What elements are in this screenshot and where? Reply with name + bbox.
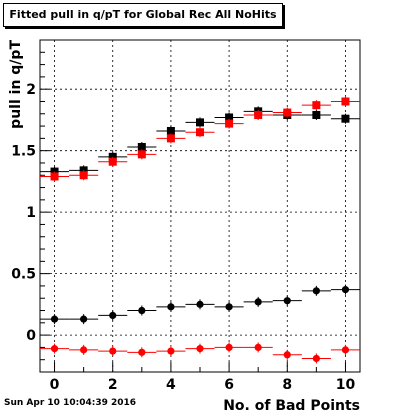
data-point-circle [167, 347, 175, 355]
y-tick-label: 2 [26, 82, 36, 98]
x-tick-label: 10 [336, 377, 356, 393]
y-tick-label: 1.5 [11, 144, 36, 160]
data-point-circle [341, 286, 350, 294]
data-point-square [225, 113, 234, 122]
data-point-square [341, 97, 350, 106]
data-point-circle [254, 343, 262, 352]
data-point-circle [254, 298, 262, 306]
data-point-circle [50, 345, 59, 353]
x-tick-label: 6 [224, 377, 234, 393]
data-point-circle [196, 300, 204, 308]
data-point-circle [80, 315, 88, 323]
data-point-circle [80, 346, 88, 354]
data-point-circle [225, 303, 233, 311]
y-tick-label: 0 [26, 328, 36, 344]
data-point-square [108, 157, 117, 166]
data-point-square [254, 111, 263, 120]
data-point-circle [167, 303, 175, 311]
x-tick-label: 2 [108, 377, 118, 393]
data-point-circle [312, 287, 320, 295]
data-point-circle [138, 306, 146, 315]
data-point-square [50, 172, 59, 181]
data-point-circle [50, 315, 59, 323]
data-point-circle [225, 343, 233, 352]
data-point-square [196, 118, 204, 127]
data-point-square [312, 101, 321, 110]
x-tick-label: 0 [50, 377, 60, 393]
plot-frame [39, 39, 361, 373]
data-point-square [196, 128, 204, 137]
y-axis-label: pull in q/pT [8, 40, 24, 129]
y-tick-label: 1 [26, 205, 36, 221]
data-point-circle [196, 345, 204, 353]
y-tick-label: 0.5 [11, 267, 36, 283]
data-point-square [341, 114, 350, 123]
data-point-circle [109, 347, 117, 355]
chart-title: Fitted pull in q/pT for Global Rec All N… [9, 8, 277, 21]
data-point-square [312, 111, 321, 120]
data-point-circle [283, 351, 291, 359]
x-tick-label: 8 [282, 377, 292, 393]
chart-title-box: Fitted pull in q/pT for Global Rec All N… [3, 3, 283, 27]
data-point-square [283, 108, 292, 117]
data-point-square [79, 171, 88, 180]
footer-date: Sun Apr 10 10:04:39 2016 [4, 398, 137, 408]
data-point-circle [283, 297, 291, 305]
data-point-square [166, 134, 175, 143]
data-point-circle [312, 354, 320, 363]
data-point-square [225, 119, 234, 128]
data-point-circle [138, 348, 146, 356]
data-point-circle [109, 311, 117, 320]
data-point-square [166, 126, 175, 135]
data-point-circle [341, 346, 350, 354]
x-tick-label: 4 [166, 377, 176, 393]
data-point-square [137, 150, 146, 159]
data-point-square [137, 142, 146, 151]
x-axis-label: No. of Bad Points [223, 398, 360, 414]
